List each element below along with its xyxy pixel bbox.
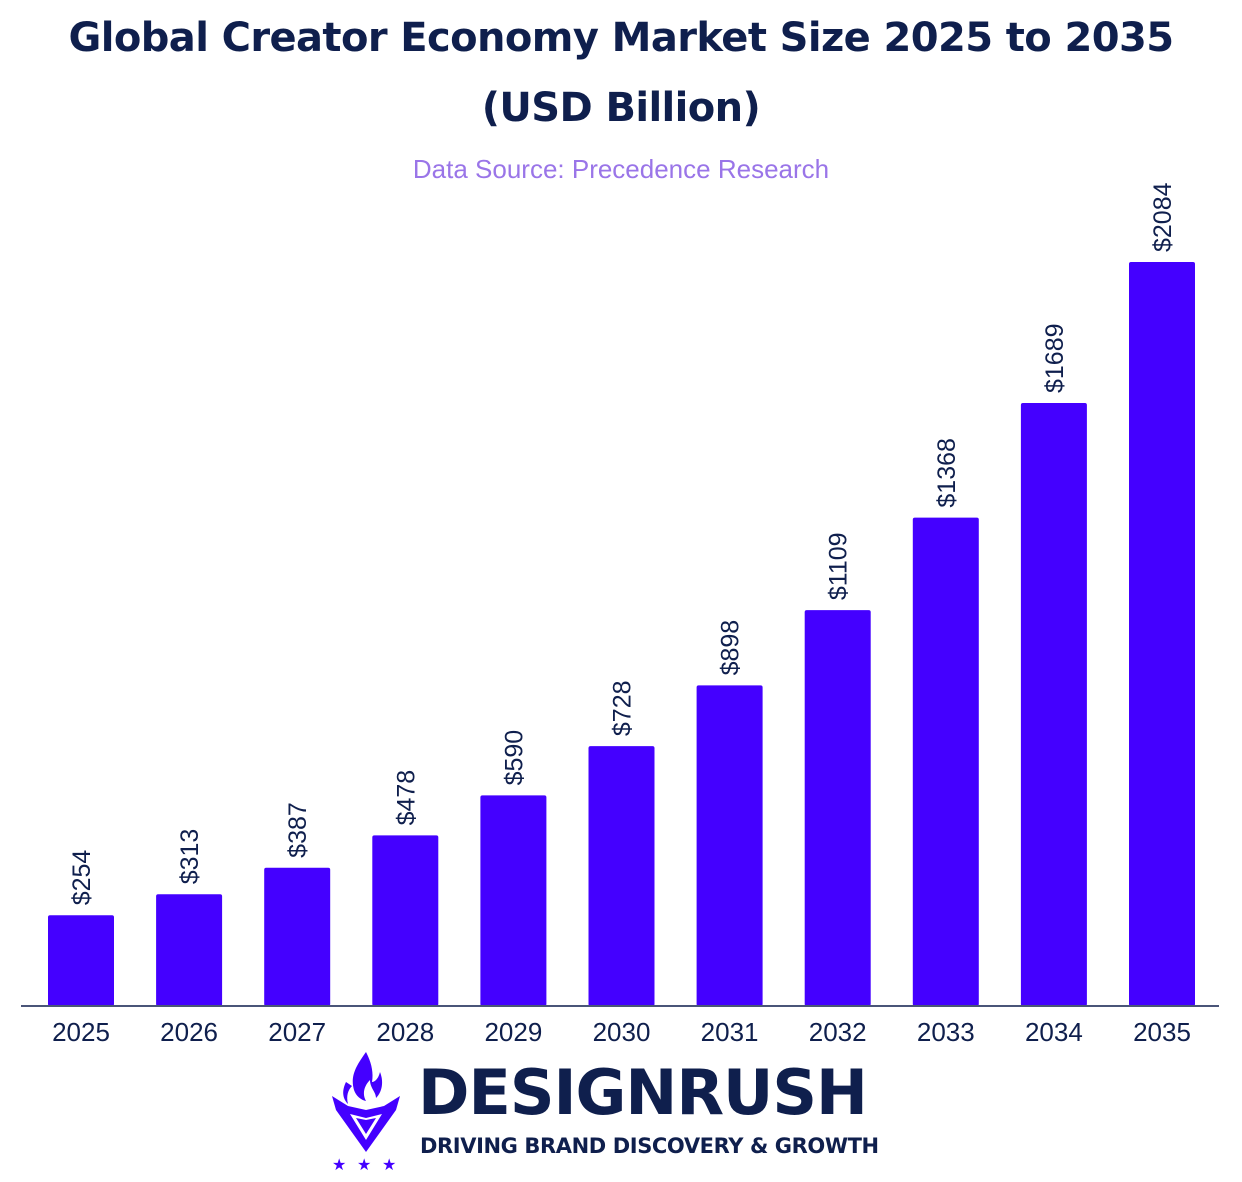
brand-name: DESIGNRUSH xyxy=(418,1056,868,1129)
bar-chart: $254 $313 $387 $478 $590 $728 $898 $1109 $1368 $1… xyxy=(21,182,1219,1047)
x-tick-label-2032: 2032 xyxy=(809,1017,867,1047)
bar-2031 xyxy=(696,685,763,1006)
bar-2032 xyxy=(804,610,871,1006)
value-label-2028: $478 xyxy=(392,770,420,826)
bars-group xyxy=(48,262,1195,1006)
bar-2025 xyxy=(48,915,114,1006)
x-tick-label-2027: 2027 xyxy=(268,1017,326,1047)
value-label-2031: $898 xyxy=(717,620,745,676)
data-source: Data Source: Precedence Research xyxy=(412,154,830,184)
bar-2034 xyxy=(1020,403,1087,1006)
flame-shield-icon: ★ ★ ★ xyxy=(332,1052,400,1174)
x-tick-label-2035: 2035 xyxy=(1133,1017,1191,1047)
bar-2026 xyxy=(156,894,223,1006)
brand-tagline: DRIVING BRAND DISCOVERY & GROWTH xyxy=(420,1134,879,1158)
x-tick-label-2026: 2026 xyxy=(160,1017,218,1047)
chart-title: Global Creator Economy Market Size 2025 … xyxy=(68,15,1174,61)
value-labels-group: $254 $313 $387 $478 $590 $728 $898 $1109 $1368 $1… xyxy=(68,182,1177,905)
bar-2035 xyxy=(1129,262,1195,1006)
value-label-2030: $728 xyxy=(609,680,637,736)
x-tick-label-2029: 2029 xyxy=(484,1017,542,1047)
value-label-2032: $1109 xyxy=(825,532,853,600)
svg-text:★: ★ xyxy=(357,1155,371,1174)
x-tick-label-2028: 2028 xyxy=(376,1017,434,1047)
x-tick-label-2033: 2033 xyxy=(917,1017,975,1047)
x-tick-label-2034: 2034 xyxy=(1025,1017,1083,1047)
x-tick-label-2025: 2025 xyxy=(52,1017,110,1047)
bar-2029 xyxy=(480,795,547,1006)
bar-2027 xyxy=(264,867,331,1006)
value-label-2033: $1368 xyxy=(933,438,961,508)
designrush-logo: ★ ★ ★ DESIGNRUSH DRIVING BRAND DISCOVERY… xyxy=(326,1048,926,1174)
bar-2030 xyxy=(588,746,655,1006)
value-label-2034: $1689 xyxy=(1041,323,1069,393)
x-tick-label-2030: 2030 xyxy=(593,1017,651,1047)
bar-2033 xyxy=(912,517,979,1006)
bar-2028 xyxy=(372,835,439,1006)
chart-title-unit: (USD Billion) xyxy=(481,85,761,131)
x-tick-labels-group: 2025 2026 2027 2028 2029 2030 2031 2032 2033 2034… xyxy=(52,1017,1191,1047)
value-label-2029: $590 xyxy=(500,730,528,786)
x-tick-label-2031: 2031 xyxy=(701,1017,759,1047)
value-label-2035: $2084 xyxy=(1149,182,1177,252)
value-label-2026: $313 xyxy=(176,829,204,885)
svg-text:★: ★ xyxy=(382,1155,396,1174)
value-label-2025: $254 xyxy=(68,850,96,906)
svg-text:★: ★ xyxy=(332,1155,346,1174)
value-label-2027: $387 xyxy=(284,802,312,858)
